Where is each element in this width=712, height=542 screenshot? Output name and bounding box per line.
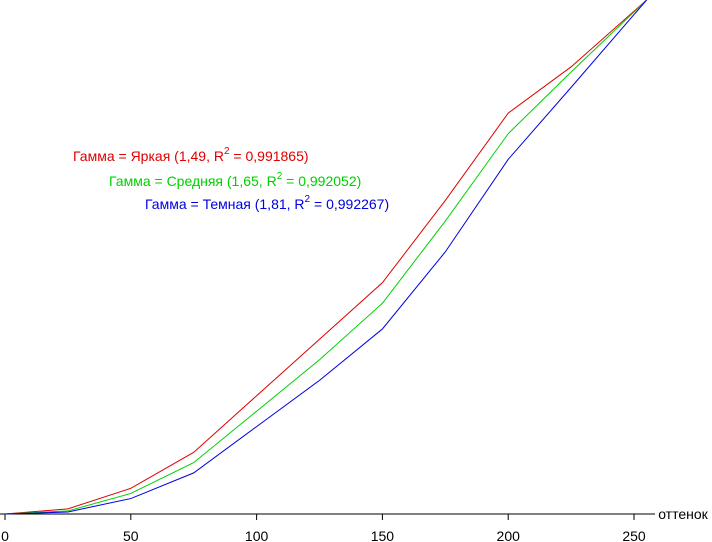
annotation: Гамма = Средняя (1,65, R2 = 0,992052) — [109, 171, 361, 189]
annotation-text: = 0,992267) — [310, 196, 389, 212]
annotation-text: Гамма = Темная (1,81, R — [145, 196, 305, 212]
series-line — [4, 0, 647, 515]
annotation: Гамма = Темная (1,81, R2 = 0,992267) — [145, 194, 389, 212]
x-tick-label: 0 — [1, 528, 9, 542]
x-tick-label: 150 — [371, 528, 395, 542]
x-tick-label: 250 — [622, 528, 646, 542]
annotation: Гамма = Яркая (1,49, R2 = 0,991865) — [73, 146, 309, 164]
annotation-superscript: 2 — [305, 194, 311, 205]
annotation-text: = 0,991865) — [230, 148, 309, 164]
annotation-superscript: 2 — [277, 171, 283, 182]
annotation-text: Гамма = Яркая (1,49, R — [73, 148, 224, 164]
annotation-text: Гамма = Средняя (1,65, R — [109, 173, 277, 189]
series-line — [4, 0, 647, 515]
x-axis-label: оттенок — [658, 506, 708, 522]
annotation-superscript: 2 — [224, 146, 230, 157]
x-tick-label: 100 — [245, 528, 269, 542]
series-line — [4, 0, 647, 515]
annotation-text: = 0,992052) — [282, 173, 361, 189]
x-tick-label: 200 — [497, 528, 521, 542]
x-tick-label: 50 — [123, 528, 139, 542]
